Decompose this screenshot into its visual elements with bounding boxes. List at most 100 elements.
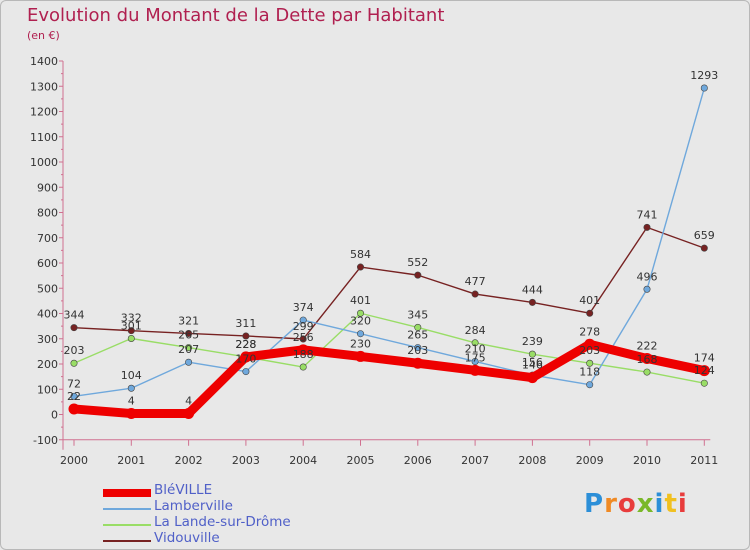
series-2-label-6: 345 — [407, 308, 428, 321]
series-2-point-11 — [700, 379, 708, 387]
y-tick-label-9: 800 — [37, 207, 58, 220]
series-2-label-10: 168 — [637, 353, 658, 366]
series-1-point-10 — [643, 285, 651, 293]
series-3-point-4 — [299, 335, 307, 343]
x-tick-label-4: 2004 — [289, 454, 317, 467]
series-line-1 — [73, 87, 705, 398]
legend-item-2[interactable]: La Lande-sur-Drôme — [103, 514, 403, 532]
series-3-label-4: 299 — [293, 320, 314, 333]
series-1-point-0 — [70, 392, 78, 400]
y-tick-label-13: 1200 — [30, 106, 58, 119]
legend-swatch-0 — [103, 489, 151, 497]
series-0-label-10: 222 — [637, 339, 658, 352]
series-3-point-8 — [528, 298, 536, 306]
series-3-point-2 — [185, 329, 193, 337]
legend-item-1[interactable]: Lamberville — [103, 498, 403, 516]
series-0-point-0 — [68, 403, 80, 415]
proxiti-logo: Proxiti — [584, 489, 688, 519]
series-0-point-5 — [355, 350, 366, 362]
series-0-label-0: 22 — [67, 390, 81, 403]
series-2-point-10 — [643, 368, 651, 376]
series-0-label-8: 146 — [522, 359, 543, 372]
y-tick-label-0: -100 — [33, 434, 58, 447]
legend-item-0[interactable]: BléVILLE — [103, 482, 403, 500]
series-0-point-2 — [183, 407, 195, 419]
logo-letter-3: x — [636, 489, 655, 519]
y-tick-label-4: 300 — [37, 333, 58, 346]
series-1-label-2: 207 — [178, 343, 199, 356]
series-1-label-3: 170 — [235, 353, 256, 366]
y-tick-label-2: 100 — [37, 383, 58, 396]
series-1-point-5 — [356, 330, 364, 338]
logo-letter-1: r — [604, 489, 618, 519]
series-0-point-10 — [641, 352, 653, 364]
series-1-point-2 — [185, 358, 193, 366]
logo-letter-4: i — [654, 489, 665, 519]
series-3-point-5 — [356, 263, 364, 271]
series-2-label-11: 124 — [694, 364, 715, 377]
y-tick-label-12: 1100 — [30, 131, 58, 144]
series-3-label-3: 311 — [235, 317, 256, 330]
series-3-label-1: 332 — [121, 312, 142, 325]
series-1-label-10: 496 — [637, 270, 658, 283]
y-tick-label-5: 400 — [37, 308, 58, 321]
series-3-point-6 — [414, 271, 422, 279]
series-2-label-4: 188 — [293, 348, 314, 361]
series-0-point-6 — [412, 357, 424, 369]
logo-letter-0: P — [584, 489, 605, 519]
series-1-label-11: 1293 — [690, 69, 718, 82]
series-0-label-9: 278 — [579, 325, 600, 338]
series-0-label-6: 203 — [407, 344, 428, 357]
x-tick-label-11: 2011 — [690, 454, 718, 467]
series-3-label-2: 321 — [178, 314, 199, 327]
legend-label-1: Lamberville — [154, 498, 233, 514]
series-0-label-4: 256 — [293, 331, 314, 344]
y-tick-label-8: 700 — [37, 232, 58, 245]
legend-label-2: La Lande-sur-Drôme — [154, 514, 291, 530]
series-2-label-8: 239 — [522, 335, 543, 348]
legend-swatch-3 — [103, 540, 151, 542]
series-2-label-3: 228 — [235, 338, 256, 351]
series-0-point-1 — [125, 407, 137, 419]
series-2-point-0 — [70, 359, 78, 367]
logo-letter-5: t — [664, 489, 678, 519]
series-3-point-7 — [471, 290, 479, 298]
series-0-point-9 — [584, 338, 596, 350]
series-3 — [70, 223, 708, 343]
series-3-point-1 — [127, 327, 135, 335]
series-1-point-9 — [586, 381, 594, 389]
series-3-label-6: 552 — [407, 256, 428, 269]
series-1-label-5: 320 — [350, 315, 371, 328]
series-1-label-1: 104 — [121, 369, 142, 382]
series-2-point-2 — [185, 344, 193, 352]
legend-item-3[interactable]: Vidouville — [103, 530, 403, 548]
series-0-label-3: 228 — [235, 338, 256, 351]
series-2-point-6 — [414, 323, 422, 331]
series-3-point-0 — [70, 324, 78, 332]
y-tick-label-6: 500 — [37, 282, 58, 295]
series-0 — [68, 338, 710, 419]
series-3-label-11: 659 — [694, 229, 715, 242]
legend-label-0: BléVILLE — [154, 482, 213, 498]
series-3-label-10: 741 — [637, 208, 658, 221]
series-0-point-3 — [240, 351, 252, 363]
series-3-label-9: 401 — [579, 294, 600, 307]
series-2-label-9: 203 — [579, 344, 600, 357]
legend-label-3: Vidouville — [154, 530, 220, 546]
series-0-label-5: 230 — [350, 337, 371, 350]
series-2-label-5: 401 — [350, 294, 371, 307]
y-tick-label-1: 0 — [51, 409, 58, 422]
series-1-point-4 — [299, 316, 307, 324]
y-tick-label-7: 600 — [37, 257, 58, 270]
series-3-point-9 — [586, 309, 594, 317]
series-1-point-1 — [127, 384, 135, 392]
x-tick-label-9: 2009 — [576, 454, 604, 467]
series-2-point-4 — [299, 363, 307, 371]
x-tick-label-0: 2000 — [60, 454, 88, 467]
series-2-label-2: 265 — [178, 329, 199, 342]
series-2-point-1 — [127, 334, 135, 342]
series-3-point-3 — [242, 332, 250, 340]
y-tick-label-3: 200 — [37, 358, 58, 371]
x-tick-label-7: 2007 — [461, 454, 489, 467]
